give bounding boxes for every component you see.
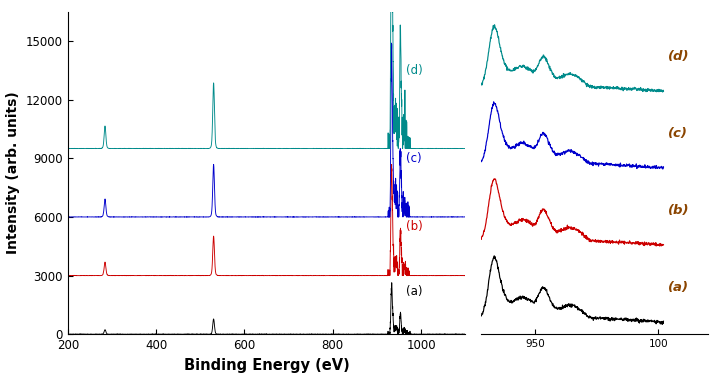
Text: (c): (c) [669,127,689,140]
Text: (b): (b) [405,220,423,233]
Text: (c): (c) [405,152,421,165]
Text: (a): (a) [405,285,422,298]
X-axis label: Binding Energy (eV): Binding Energy (eV) [184,358,350,373]
Text: (b): (b) [669,204,690,217]
Text: (a): (a) [669,281,689,294]
Y-axis label: Intensity (arb. units): Intensity (arb. units) [6,91,21,255]
Text: (d): (d) [405,64,423,77]
Text: (d): (d) [669,50,690,63]
